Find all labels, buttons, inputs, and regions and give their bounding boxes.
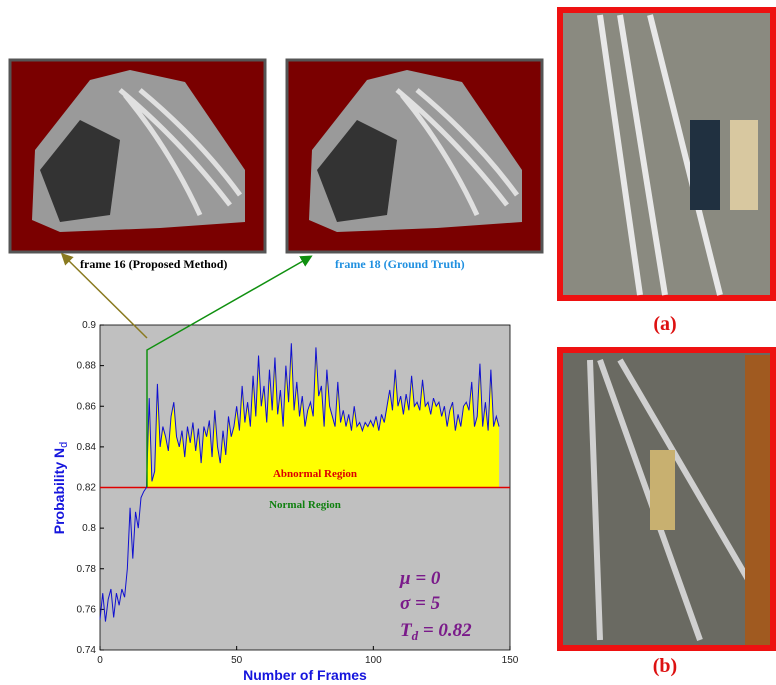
right-caption: frame 18 (Ground Truth): [335, 257, 465, 271]
x-tick-label: 100: [365, 655, 382, 666]
plot: 0.74 0.76 0.78 0.8 0.82 0.84 0.86 0.88 0.9 0 50 100…: [77, 320, 519, 666]
panel-a-label: (a): [653, 313, 676, 335]
parameter: μ = 0: [399, 568, 441, 589]
y-tick-label: 0.82: [77, 483, 97, 494]
y-tick-label: 0.88: [77, 361, 97, 372]
y-axis-label-sub: d: [58, 442, 70, 448]
y-tick-label: 0.8: [82, 523, 96, 534]
y-axis-label: Probability Nd: [51, 442, 70, 534]
panel-b-label: (b): [653, 655, 677, 677]
threshold-annotation: Td = 0.82: [400, 620, 472, 643]
panel-b-image: [560, 350, 773, 648]
y-tick-label: 0.78: [77, 564, 97, 575]
abnormal-label: Abnormal Region: [273, 468, 357, 480]
normal-label: Normal Region: [269, 499, 341, 511]
y-tick-label: 0.86: [77, 401, 97, 412]
y-axis-label-main: Probability N: [51, 448, 67, 534]
x-tick-label: 0: [97, 655, 103, 666]
threshold-text: = 0.82: [418, 620, 472, 641]
frame-image-right: [287, 60, 542, 252]
x-tick-label: 150: [502, 655, 519, 666]
y-tick-label: 0.9: [82, 320, 96, 331]
y-tick-label: 0.74: [77, 645, 97, 656]
parameter: σ = 5: [400, 593, 441, 614]
x-axis-label: Number of Frames: [243, 667, 367, 683]
panel-a-image: [560, 10, 773, 298]
figure: frame 16 (Proposed Method) frame 18 (Gro…: [0, 0, 776, 685]
y-tick-label: 0.76: [77, 604, 97, 615]
left-caption: frame 16 (Proposed Method): [80, 257, 227, 271]
y-tick-label: 0.84: [77, 442, 97, 453]
frame-image-left: [10, 60, 265, 252]
x-tick-label: 50: [231, 655, 243, 666]
